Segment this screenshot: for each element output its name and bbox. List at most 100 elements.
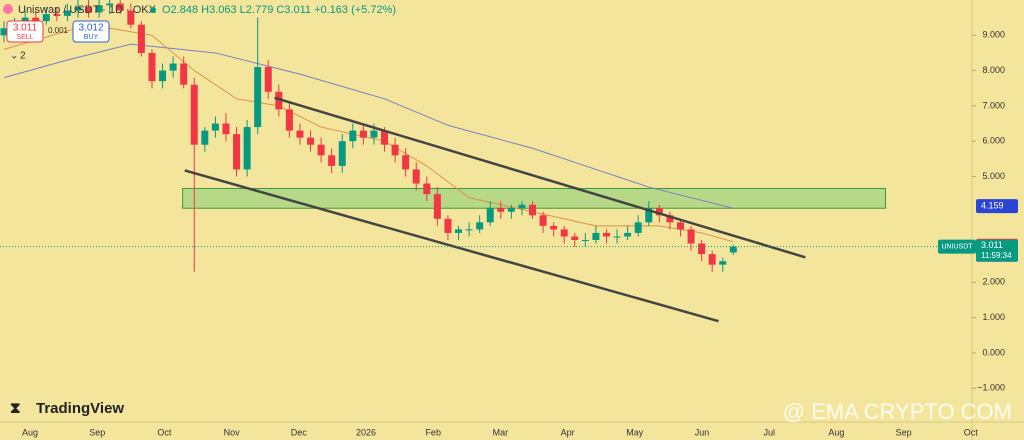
candle-body — [285, 109, 293, 131]
candle-body — [708, 254, 716, 265]
sell-label[interactable]: SELL — [16, 34, 33, 41]
candle-body — [444, 218, 452, 233]
candle-body — [698, 243, 706, 255]
candle-body — [719, 261, 727, 265]
candle-body — [254, 67, 262, 128]
candle-body — [53, 14, 61, 16]
candle-body — [275, 91, 283, 110]
candle-body — [676, 222, 684, 230]
x-tick-label: Feb — [425, 427, 441, 437]
ohlc: O2.848 H3.063 L2.779 C3.011 +0.163 (+5.7… — [162, 4, 396, 16]
symbol-icon — [3, 4, 13, 14]
candle-body — [328, 155, 336, 166]
x-tick-label: Dec — [291, 427, 308, 437]
branding-logo: ⧗ — [10, 400, 21, 417]
buy-price[interactable]: 3.012 — [78, 23, 103, 34]
x-tick-label: Oct — [157, 427, 172, 437]
candle-body — [539, 215, 547, 226]
candle-body — [613, 236, 621, 238]
candle-body — [349, 130, 357, 142]
candle-body — [32, 17, 40, 22]
branding: TradingView — [36, 400, 124, 417]
candle-body — [180, 63, 188, 85]
symbol: Uniswap / USDT · 1D · OKX — [18, 4, 157, 16]
candle-body — [338, 141, 346, 166]
x-tick-label: Jun — [695, 427, 710, 437]
x-tick-label: Aug — [22, 427, 38, 437]
candle-body — [359, 130, 367, 138]
indicator-toggle[interactable]: ⌄ — [10, 51, 18, 62]
y-tick-label: 9.000 — [982, 30, 1005, 40]
candle-body — [21, 17, 29, 23]
candle-body — [455, 229, 463, 233]
candle-body — [433, 194, 441, 219]
candle-body — [85, 7, 93, 13]
candle-body — [307, 137, 315, 145]
y-tick-label: 1.000 — [982, 312, 1005, 322]
candle-body — [634, 222, 642, 233]
candle-body — [148, 52, 156, 82]
candle-body — [486, 208, 494, 223]
candle-body — [518, 204, 526, 209]
sell-price[interactable]: 3.011 — [13, 23, 38, 34]
y-tick-label: 6.000 — [982, 136, 1005, 146]
candle-body — [645, 208, 653, 223]
x-tick-label: Sep — [89, 427, 105, 437]
candle-body — [317, 144, 325, 156]
candle-body — [370, 130, 378, 138]
candle-body — [412, 169, 420, 184]
candle-body — [592, 232, 600, 240]
spread: 0.001 — [48, 26, 69, 35]
price-label — [976, 199, 1018, 214]
candle-body — [233, 134, 241, 170]
candle-body — [476, 222, 484, 230]
candle-body — [729, 246, 737, 253]
sell-button[interactable] — [6, 20, 44, 43]
symbol-label-text: UNIUSDT — [941, 244, 973, 251]
candle-body — [666, 215, 674, 223]
buy-label[interactable]: BUY — [84, 34, 99, 41]
channel-line — [184, 169, 719, 323]
x-tick-label: Mar — [493, 427, 509, 437]
candle-body — [602, 232, 610, 237]
candle-body — [137, 24, 145, 53]
candle-body — [42, 14, 50, 22]
buy-button[interactable] — [72, 20, 110, 43]
price-label-text: 4.159 — [981, 201, 1004, 211]
y-tick-label: 0.000 — [982, 347, 1005, 357]
candle-body — [159, 70, 167, 82]
candle-body — [402, 155, 410, 170]
header: Uniswap / USDT · 1D · OKX O2.848 H3.063 … — [3, 4, 396, 62]
x-tick-label: Apr — [561, 427, 575, 437]
candle-body — [169, 63, 177, 71]
x-tick-label: May — [626, 427, 644, 437]
countdown: 11:59:34 — [981, 251, 1012, 260]
candle-body — [529, 204, 536, 216]
candle-body — [264, 67, 272, 92]
indicator-count[interactable]: 2 — [20, 51, 26, 62]
candle-body — [497, 208, 505, 212]
status-dot — [150, 7, 156, 13]
candle-body — [560, 229, 568, 237]
candle-body — [571, 236, 579, 240]
candle-body — [624, 232, 632, 237]
candle-body — [63, 10, 71, 16]
candle-body — [127, 10, 135, 25]
candle-body — [190, 84, 198, 145]
channel-line — [274, 96, 806, 259]
candle-body — [74, 7, 82, 11]
moving-average — [3, 43, 734, 209]
last-price-text: 3.011 — [981, 240, 1003, 250]
candle-body — [687, 229, 695, 244]
y-tick-label: 5.000 — [982, 171, 1005, 181]
x-tick-label: Aug — [828, 427, 844, 437]
y-tick-label: 7.000 — [982, 100, 1005, 110]
watermark: @ EMA CRYPTO COM — [783, 399, 1012, 424]
x-tick-label: Nov — [224, 427, 241, 437]
candle-body — [581, 240, 589, 241]
candle-body — [391, 144, 399, 156]
candle-body — [211, 123, 219, 131]
candle-body — [201, 130, 209, 145]
